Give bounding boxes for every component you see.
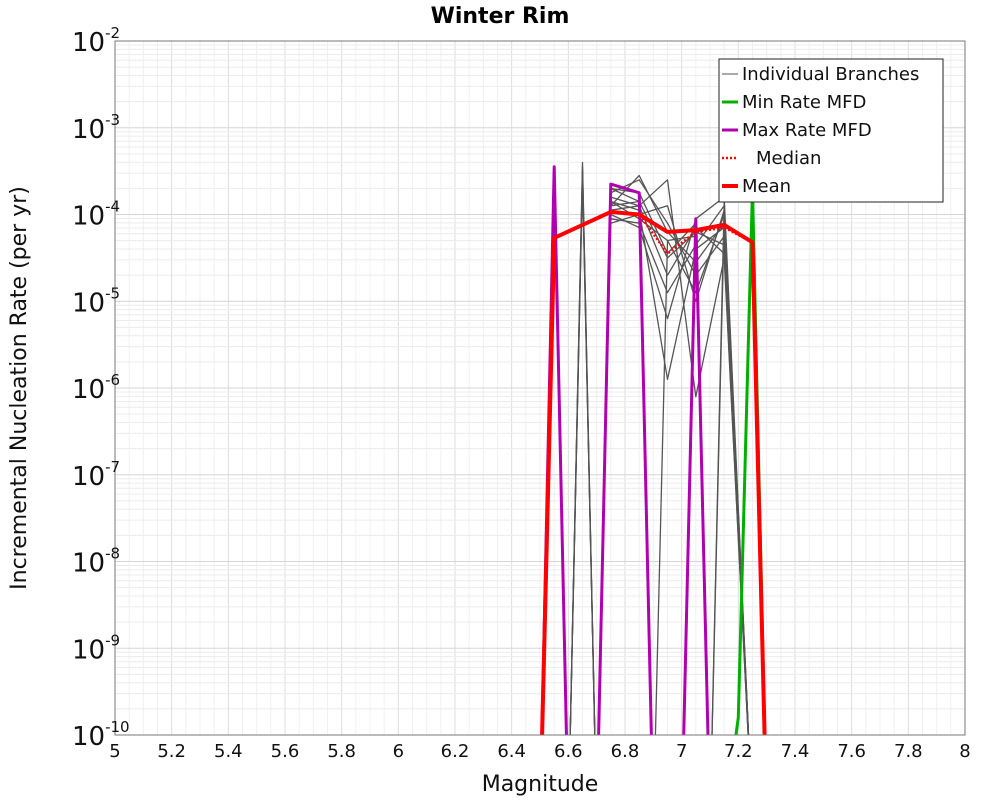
x-tick-label: 7.8: [894, 741, 923, 762]
legend-label: Max Rate MFD: [742, 120, 872, 141]
y-tick-label: 10-6: [72, 371, 120, 405]
legend-item-mean: Mean: [722, 176, 791, 197]
x-tick-label: 5.6: [271, 741, 300, 762]
x-axis-label: Magnitude: [482, 772, 599, 797]
y-tick-label: 10-9: [72, 631, 120, 665]
legend-item-median: Median: [722, 148, 821, 169]
y-tick-label: 10-5: [72, 284, 120, 318]
legend-box: [718, 58, 944, 203]
grid: [114, 41, 966, 736]
x-tick-label: 6.8: [611, 741, 640, 762]
branch-line: [610, 196, 749, 735]
plot-frame: [114, 40, 966, 736]
legend-label: Min Rate MFD: [742, 92, 866, 113]
legend-label: Individual Branches: [742, 64, 919, 85]
legend-item-max-rate-mfd: Max Rate MFD: [722, 120, 872, 141]
y-tick-label: 10-7: [72, 458, 120, 492]
x-axis-ticks: 5 5.2 5.4 5.6 5.8 6 6.2 6.4 6.6 6.8 7 7.2 7.4 7.6 7.8 8: [109, 741, 970, 762]
x-tick-label: 8: [959, 741, 970, 762]
x-tick-label: 6.2: [441, 741, 470, 762]
y-tick-label: 10-2: [72, 24, 120, 58]
y-axis-label: Incremental Nucleation Rate (per yr): [7, 186, 32, 590]
series-max-rate-mfd-line: [540, 165, 710, 735]
y-tick-label: 10-4: [72, 198, 120, 232]
chart-title: Winter Rim: [431, 4, 570, 29]
y-tick-label: 10-8: [72, 545, 120, 579]
legend-label: Mean: [742, 176, 791, 197]
x-tick-label: 5.2: [157, 741, 186, 762]
x-tick-label: 7.6: [837, 741, 866, 762]
y-axis-ticks: 10-10 10-9 10-8 10-7 10-6 10-5 10-4 10-3 10-2: [72, 24, 130, 752]
legend: Individual Branches Min Rate MFD Max Rate …: [718, 58, 944, 203]
x-tick-label: 7.4: [781, 741, 810, 762]
x-tick-label: 6.4: [497, 741, 526, 762]
x-tick-label: 5: [109, 741, 120, 762]
x-tick-label: 7.2: [724, 741, 753, 762]
x-tick-label: 6.6: [554, 741, 583, 762]
legend-item-min-rate-mfd: Min Rate MFD: [722, 92, 866, 113]
legend-label: Median: [756, 148, 821, 169]
x-tick-label: 5.4: [214, 741, 243, 762]
x-tick-label: 5.8: [327, 741, 356, 762]
y-tick-label: 10-10: [72, 718, 130, 752]
x-tick-label: 6: [393, 741, 404, 762]
y-tick-label: 10-3: [72, 111, 120, 145]
branch-line: [610, 196, 750, 735]
legend-item-individual-branches: Individual Branches: [722, 64, 919, 85]
x-tick-label: 7: [676, 741, 687, 762]
series-layer: [540, 161, 767, 735]
series-mean-line: [540, 209, 767, 735]
